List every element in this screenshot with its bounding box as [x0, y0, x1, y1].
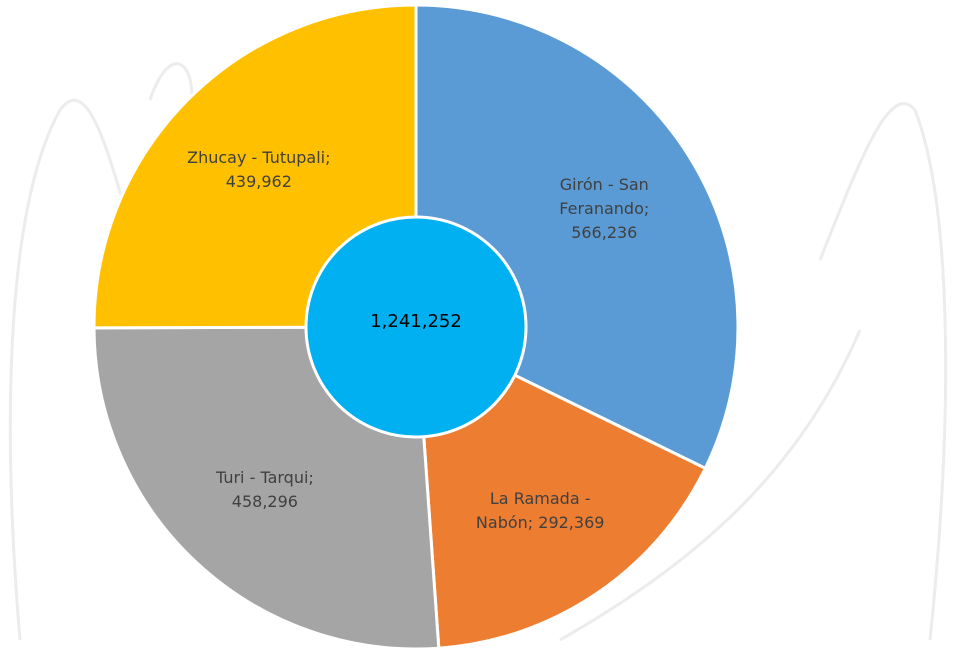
data-label-text: Turi - Tarqui; 458,296	[185, 440, 345, 540]
data-label: Girón - San Feranando; 566,236	[524, 159, 684, 259]
label-separator: ;	[528, 513, 533, 532]
label-separator: ;	[325, 148, 330, 167]
label-separator: ;	[308, 468, 313, 487]
data-label: La Ramada - Nabón; 292,369	[460, 461, 620, 561]
category-name: Girón - San Feranando	[559, 175, 649, 218]
data-label: Turi - Tarqui; 458,296	[185, 440, 345, 540]
data-label-text: La Ramada - Nabón; 292,369	[460, 461, 620, 561]
category-name: Turi - Tarqui	[216, 468, 308, 487]
data-label: Zhucay - Tutupali; 439,962	[179, 120, 339, 220]
category-name: Zhucay - Tutupali	[187, 148, 325, 167]
label-separator: ;	[644, 199, 649, 218]
data-label-body: Zhucay - Tutupali; 439,962	[179, 146, 339, 194]
chart: 1,241,252 Girón - San Feranando; 566,236…	[0, 0, 955, 648]
center-label: 1,241,252	[370, 311, 462, 332]
value-label: 439,962	[226, 172, 292, 191]
value-label: 292,369	[538, 513, 604, 532]
data-label-body: Turi - Tarqui; 458,296	[185, 466, 345, 514]
data-label-text: Girón - San Feranando; 566,236	[524, 159, 684, 259]
data-label-body: Girón - San Feranando; 566,236	[524, 173, 684, 245]
value-label: 458,296	[232, 492, 298, 511]
data-label-text: Zhucay - Tutupali; 439,962	[179, 120, 339, 220]
data-label-body: La Ramada - Nabón; 292,369	[460, 487, 620, 535]
value-label: 566,236	[571, 223, 637, 242]
